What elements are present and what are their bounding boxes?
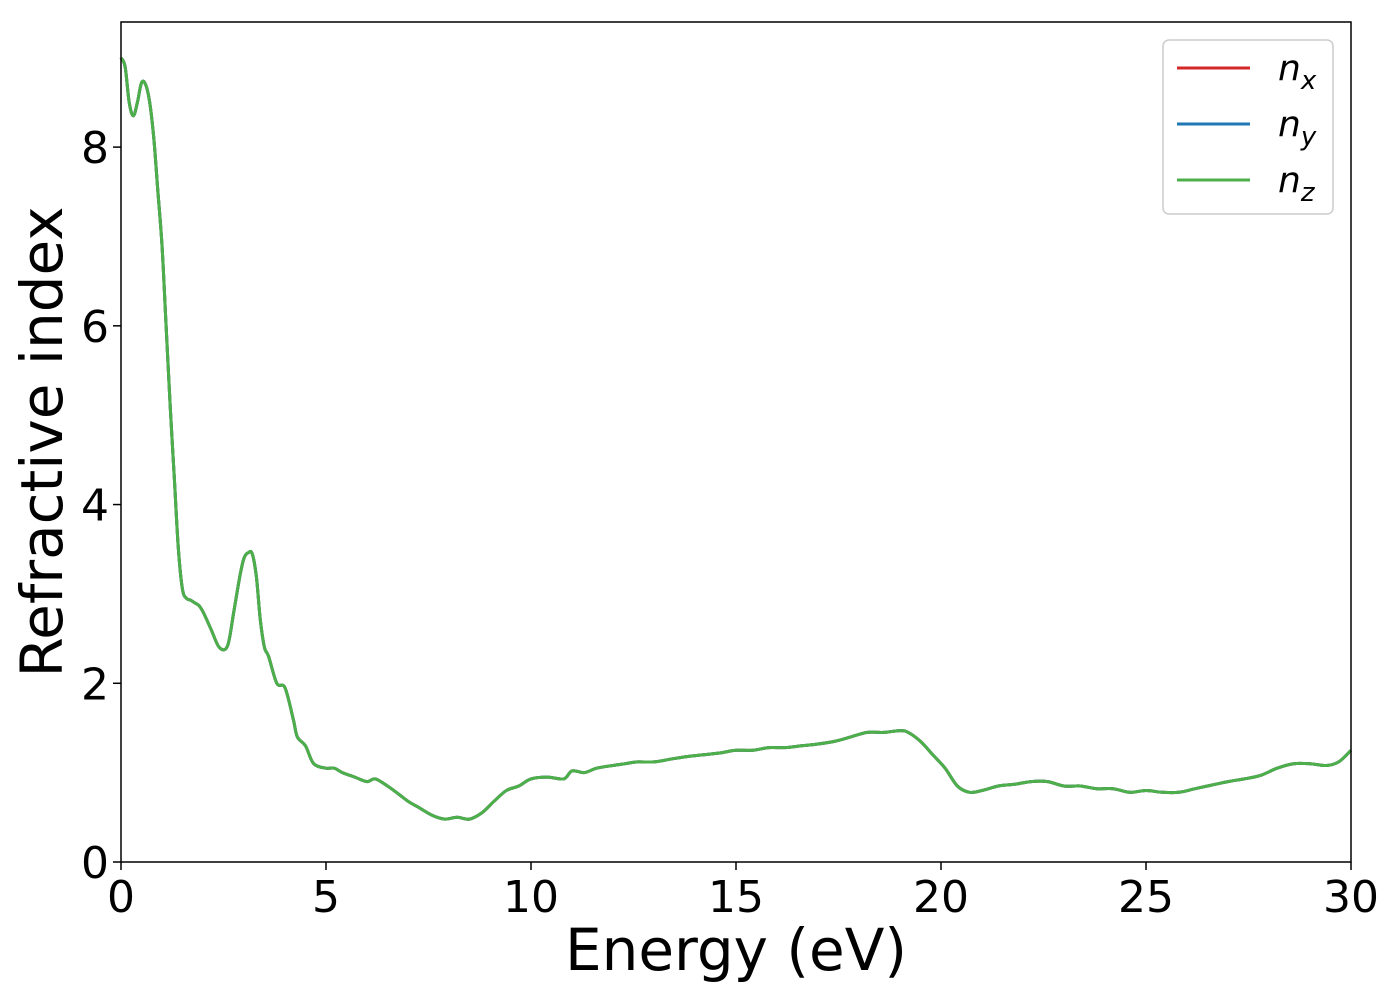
y-axis-title: Refractive index	[8, 206, 76, 677]
legend-box	[1162, 39, 1334, 215]
legend: nx ny nz	[1162, 39, 1334, 215]
x-tick-label: 25	[1118, 872, 1174, 923]
y-tick-label: 4	[81, 481, 109, 532]
x-tick-label: 20	[913, 872, 969, 923]
x-tick-label: 0	[107, 872, 135, 923]
y-tick-label: 8	[81, 123, 109, 174]
x-axis-title: Energy (eV)	[565, 916, 907, 984]
legend-label-n-y: ny	[1278, 104, 1317, 152]
y-tick-label: 6	[81, 302, 109, 353]
legend-label-n-z: nz	[1278, 160, 1316, 208]
x-axis: 0 5 10 15 20 25 30	[107, 862, 1379, 923]
series-line-n-z	[119, 56, 1353, 821]
plot-background	[121, 22, 1351, 862]
x-tick-label: 30	[1323, 872, 1379, 923]
series-layer	[119, 56, 1353, 821]
y-tick-label: 0	[81, 838, 109, 889]
x-tick-label: 10	[503, 872, 559, 923]
y-axis: 0 2 4 6 8	[81, 123, 121, 889]
x-tick-label: 5	[312, 872, 340, 923]
legend-label-n-x: nx	[1278, 48, 1317, 96]
x-tick-label: 15	[708, 872, 764, 923]
y-tick-label: 2	[81, 659, 109, 710]
